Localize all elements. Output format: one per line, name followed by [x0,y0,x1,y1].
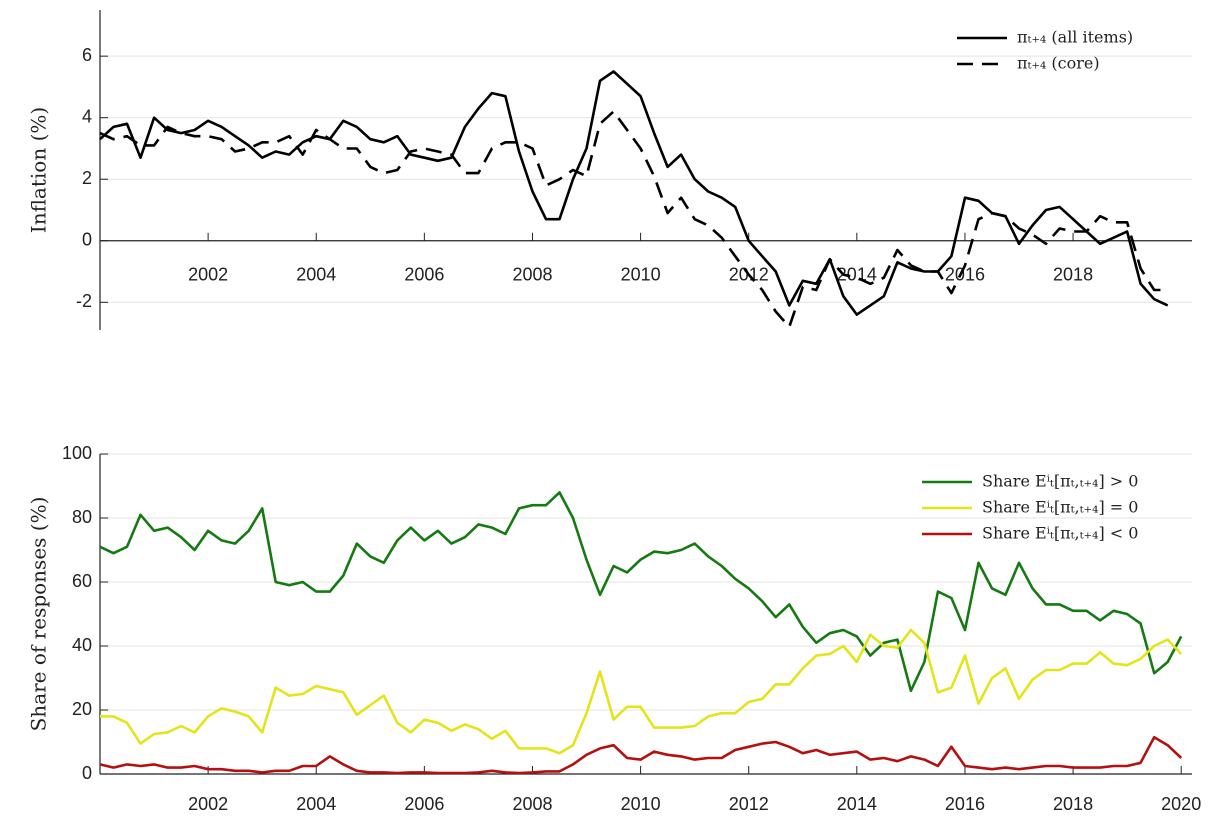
x-tick-label: 2016 [945,265,985,285]
y-tick-label: 6 [82,45,92,65]
y-tick-label: 100 [62,443,92,463]
y-tick-label: 40 [72,635,92,655]
legend-label: Share Eⁱₜ[πₜ,ₜ₊₄] > 0 [982,472,1138,491]
x-tick-label: 2006 [404,794,444,814]
y-tick-label: 4 [82,106,92,126]
x-tick-label: 2002 [188,265,228,285]
x-tick-label: 2020 [1161,794,1201,814]
x-tick-label: 2012 [729,794,769,814]
y-tick-label: 0 [82,230,92,250]
y-tick-label: 0 [82,763,92,783]
x-tick-label: 2004 [296,794,336,814]
x-tick-label: 2008 [512,794,552,814]
x-tick-label: 2014 [837,794,877,814]
legend-label: Share Eⁱₜ[πₜ,ₜ₊₄] = 0 [982,498,1138,517]
y-tick-label: 20 [72,699,92,719]
data-line [99,735,1183,775]
legend-label: Share Eⁱₜ[πₜ,ₜ₊₄] < 0 [982,524,1138,543]
data-line [99,110,1168,329]
data-line [100,628,1183,755]
x-tick-label: 2006 [404,265,444,285]
y-axis-label: Inflation (%) [27,107,51,233]
legend-label: πₜ₊₄ (core) [1017,54,1100,73]
x-tick-label: 2018 [1053,265,1093,285]
y-tick-label: -2 [76,291,92,311]
x-tick-label: 2010 [621,794,661,814]
x-tick-label: 2014 [837,265,877,285]
x-tick-label: 2008 [512,265,552,285]
x-tick-label: 2004 [296,265,336,285]
x-tick-label: 2010 [621,265,661,285]
x-tick-label: 2002 [188,794,228,814]
y-tick-label: 60 [72,571,92,591]
data-line [99,491,1183,693]
data-line [99,70,1169,316]
y-tick-label: 2 [82,168,92,188]
y-axis-label: Share of responses (%) [27,497,51,732]
y-tick-label: 80 [72,507,92,527]
x-tick-label: 2016 [945,794,985,814]
legend-label: πₜ₊₄ (all items) [1017,28,1133,47]
x-tick-label: 2018 [1053,794,1093,814]
